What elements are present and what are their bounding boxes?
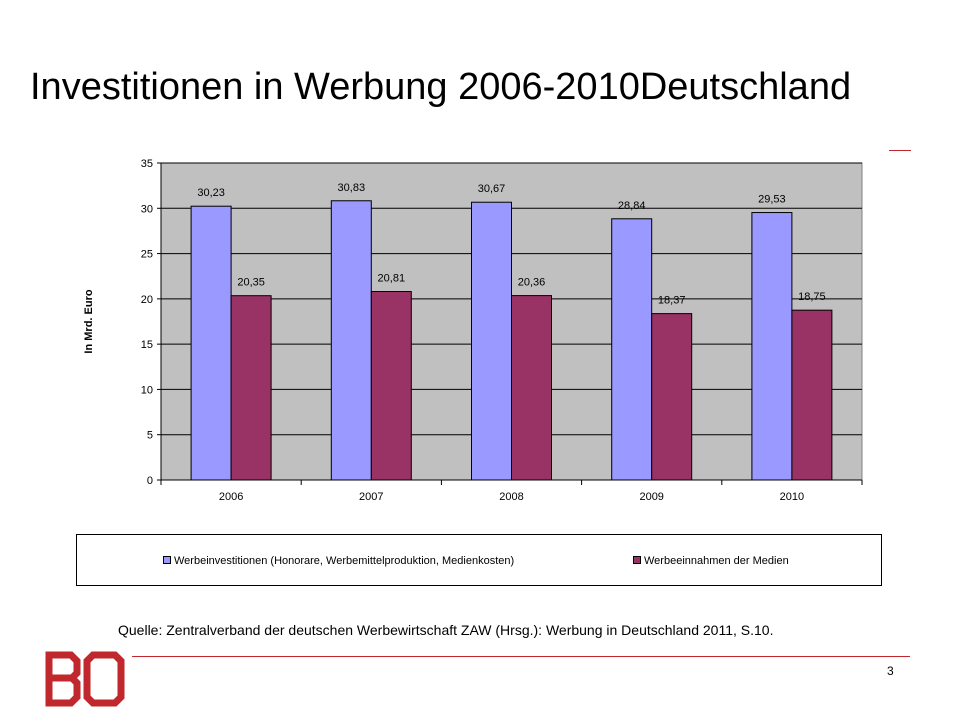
y-tick-label: 15 (141, 339, 153, 351)
legend-swatch-werbeeinnahmen (633, 556, 641, 564)
data-label: 20,35 (237, 277, 265, 289)
slide-title: Investitionen in Werbung 2006-2010Deutsc… (30, 66, 852, 108)
legend-label-werbeinvestitionen: Werbeinvestitionen (Honorare, Werbemitte… (174, 555, 515, 567)
y-axis-title: In Mrd. Euro (83, 289, 95, 353)
data-label: 30,83 (338, 182, 366, 194)
legend-label-werbeeinnahmen: Werbeeinnahmen der Medien (644, 555, 789, 567)
y-tick-label: 5 (147, 430, 153, 442)
y-tick-label: 20 (141, 294, 153, 306)
page-number: 3 (887, 664, 894, 678)
y-tick-label: 35 (141, 158, 153, 170)
data-label: 20,81 (378, 273, 406, 285)
data-label: 18,37 (658, 295, 686, 307)
legend-item-werbeeinnahmen: Werbeeinnahmen der Medien (633, 555, 789, 567)
x-tick-label: 2008 (499, 491, 523, 503)
bar-werbeinvestitionen (751, 212, 793, 481)
chart-legend: Werbeinvestitionen (Honorare, Werbemitte… (76, 534, 882, 586)
data-label: 28,84 (618, 200, 646, 212)
legend-swatch-werbeinvestitionen (163, 556, 171, 564)
bar-werbeeinnahmen (511, 295, 552, 481)
x-tick-label: 2010 (780, 491, 804, 503)
legend-item-werbeinvestitionen: Werbeinvestitionen (Honorare, Werbemitte… (163, 555, 514, 567)
y-tick-label: 30 (141, 203, 153, 215)
bar-werbeinvestitionen (330, 200, 372, 481)
bar-werbeeinnahmen (230, 295, 272, 481)
footer-divider (132, 656, 910, 657)
bar-werbeeinnahmen (370, 291, 412, 481)
bar-werbeeinnahmen (791, 309, 833, 481)
y-tick-label: 0 (147, 475, 153, 487)
data-label: 29,53 (758, 194, 786, 206)
bo-logo-icon (45, 651, 125, 707)
bar-werbeinvestitionen (471, 201, 512, 481)
data-label: 30,67 (478, 183, 506, 195)
bar-werbeeinnahmen (651, 313, 693, 481)
accent-dash (889, 150, 911, 151)
data-label: 18,75 (798, 291, 826, 303)
y-tick-label: 25 (141, 249, 153, 261)
x-tick-label: 2009 (639, 491, 663, 503)
x-tick-label: 2007 (359, 491, 383, 503)
bar-werbeinvestitionen (611, 218, 653, 481)
data-label: 20,36 (518, 277, 546, 289)
source-citation: Quelle: Zentralverband der deutschen Wer… (118, 622, 774, 638)
y-tick-label: 10 (141, 384, 153, 396)
data-label: 30,23 (197, 187, 225, 199)
x-tick-label: 2006 (219, 491, 243, 503)
bar-werbeinvestitionen (190, 205, 232, 481)
